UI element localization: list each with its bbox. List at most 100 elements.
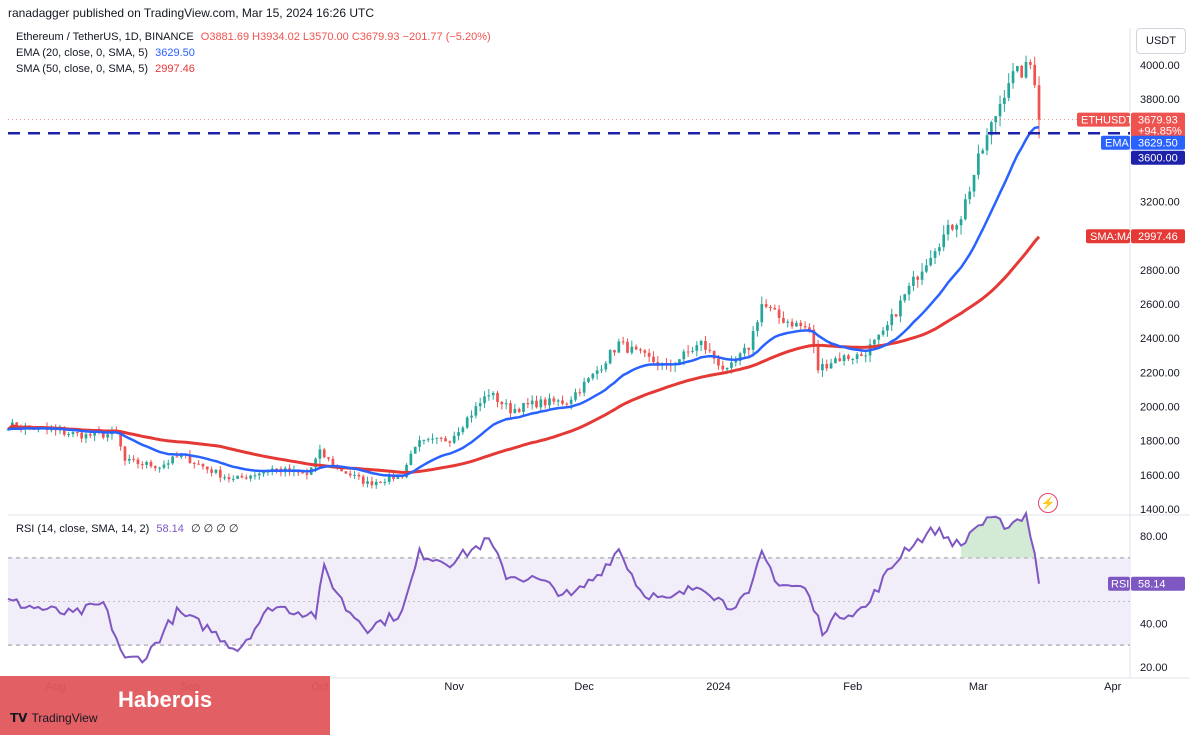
candle-body[interactable] [84,434,88,439]
candle-body[interactable] [6,429,10,431]
candle-body[interactable] [67,434,70,436]
candle-body[interactable] [201,463,205,467]
candle-body[interactable] [465,417,469,428]
candle-body[interactable] [305,473,309,475]
candle-body[interactable] [699,340,703,346]
candle-body[interactable] [1007,83,1011,98]
candle-body[interactable] [678,359,681,364]
candle-body[interactable] [231,478,235,480]
candle-body[interactable] [829,363,833,369]
candle-body[interactable] [985,135,989,151]
candle-body[interactable] [88,434,92,436]
candle-body[interactable] [708,349,712,351]
candle-body[interactable] [942,234,946,248]
candle-body[interactable] [617,341,621,353]
candle-body[interactable] [556,400,560,402]
candle-body[interactable] [786,321,790,323]
candle-body[interactable] [959,219,963,226]
candle-body[interactable] [327,457,330,459]
candle-body[interactable] [842,355,846,362]
candle-body[interactable] [578,392,582,394]
candle-body[interactable] [998,103,1002,117]
candle-body[interactable] [838,358,842,362]
candle-body[interactable] [955,225,959,230]
candle-body[interactable] [483,396,486,404]
candle-body[interactable] [379,481,382,483]
sma-legend[interactable]: SMA (50, close, 0, SMA, 5) 2997.46 [16,63,195,75]
candle-body[interactable] [591,373,595,379]
candle-body[interactable] [539,399,543,408]
candle-body[interactable] [738,353,742,361]
candle-body[interactable] [1003,97,1006,104]
candle-body[interactable] [197,463,200,465]
candle-body[interactable] [790,321,794,327]
candle-body[interactable] [132,458,135,460]
candle-body[interactable] [964,199,967,220]
candle-body[interactable] [101,432,105,438]
candle-body[interactable] [426,439,430,441]
candle-body[interactable] [886,325,889,331]
candle-body[interactable] [509,403,512,414]
candle-body[interactable] [877,334,881,340]
candle-body[interactable] [361,476,365,484]
candle-body[interactable] [49,429,53,431]
ema-line[interactable] [7,125,1040,478]
candle-body[interactable] [439,437,443,439]
candle-body[interactable] [1016,65,1019,72]
candle-body[interactable] [621,341,625,343]
candle-body[interactable] [205,466,209,470]
candle-body[interactable] [691,350,694,352]
sma-line[interactable] [7,235,1041,474]
candle-body[interactable] [972,174,976,192]
candle-body[interactable] [166,463,170,465]
candle-body[interactable] [834,358,837,364]
candle-body[interactable] [721,365,725,370]
candle-body[interactable] [933,251,937,258]
candle-body[interactable] [318,449,322,459]
candle-body[interactable] [925,265,928,272]
candle-body[interactable] [253,475,257,477]
candle-body[interactable] [236,475,239,479]
candle-body[interactable] [899,300,902,317]
candle-body[interactable] [704,340,707,350]
candle-body[interactable] [422,439,426,441]
candle-body[interactable] [747,347,751,350]
candle-body[interactable] [431,438,434,440]
ema-legend[interactable]: EMA (20, close, 0, SMA, 5) 3629.50 [16,47,195,59]
candle-body[interactable] [803,326,807,328]
candle-body[interactable] [140,464,144,466]
candle-body[interactable] [123,446,127,461]
candle-body[interactable] [634,346,638,350]
candle-body[interactable] [595,370,599,374]
candle-body[interactable] [929,257,933,266]
candle-body[interactable] [357,474,361,477]
candle-body[interactable] [418,440,421,447]
candle-body[interactable] [894,314,898,317]
candle-body[interactable] [799,322,803,327]
candle-body[interactable] [600,369,603,371]
candle-body[interactable] [881,330,885,335]
candle-body[interactable] [582,381,586,393]
candle-body[interactable] [860,354,863,357]
candle-body[interactable] [478,403,482,407]
candle-body[interactable] [257,473,261,476]
candle-body[interactable] [1024,62,1028,78]
candle-body[interactable] [552,398,556,402]
candle-body[interactable] [374,481,378,486]
currency-button[interactable]: USDT [1136,28,1186,54]
candle-body[interactable] [587,378,590,382]
candle-body[interactable] [435,437,439,439]
candle-body[interactable] [387,474,391,482]
candle-body[interactable] [162,464,166,468]
candle-body[interactable] [743,347,746,354]
candle-body[interactable] [413,446,417,454]
candle-body[interactable] [808,327,811,330]
candle-body[interactable] [795,322,798,327]
candle-body[interactable] [608,350,612,364]
candle-body[interactable] [153,466,157,469]
candle-body[interactable] [145,461,148,465]
candle-body[interactable] [218,469,222,478]
candle-body[interactable] [366,481,369,484]
candle-body[interactable] [812,329,816,347]
candle-body[interactable] [1029,62,1032,65]
